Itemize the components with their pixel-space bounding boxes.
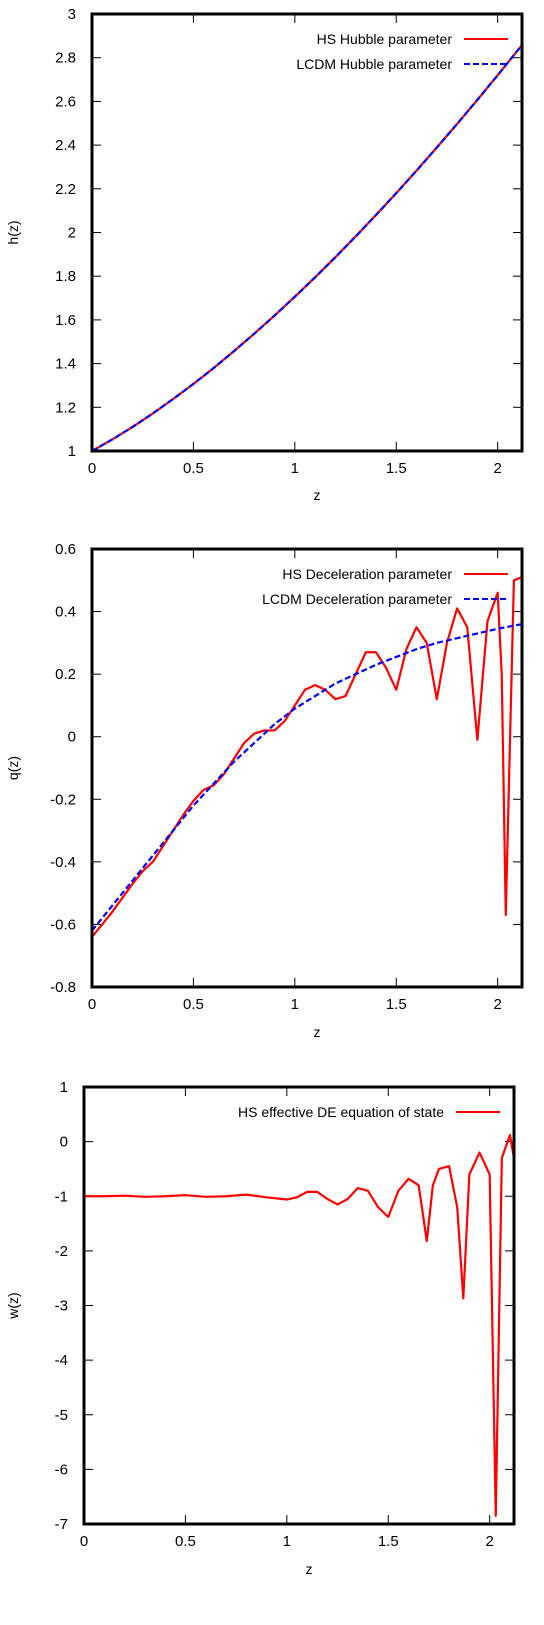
y-axis-label: q(z) — [5, 756, 21, 780]
y-tick-label: 2.8 — [55, 50, 76, 67]
y-tick-label: 2 — [68, 225, 76, 242]
x-tick-label: 2 — [493, 996, 501, 1013]
legend-label-1: HS Deceleration parameter — [282, 566, 452, 582]
y-axis-label: w(z) — [5, 1292, 21, 1319]
legend-label-2: LCDM Deceleration parameter — [262, 591, 452, 607]
y-tick-label: 3 — [68, 6, 76, 23]
y-tick-label: 2.6 — [55, 93, 76, 110]
y-tick-label: 1 — [60, 1079, 68, 1096]
series-line-1 — [84, 1133, 514, 1517]
y-tick-label: 0.4 — [55, 604, 76, 621]
y-tick-label: -2 — [55, 1243, 68, 1260]
y-tick-label: 1.8 — [55, 268, 76, 285]
legend-label-1: HS Hubble parameter — [317, 31, 453, 47]
y-tick-label: 0 — [60, 1134, 68, 1151]
x-tick-label: 1.5 — [386, 460, 407, 477]
y-tick-label: 1 — [68, 443, 76, 460]
y-tick-label: 0.6 — [55, 541, 76, 558]
y-tick-label: -0.8 — [50, 979, 76, 996]
y-tick-label: 0 — [68, 729, 76, 746]
y-tick-label: 1.6 — [55, 312, 76, 329]
x-tick-label: 2 — [485, 1533, 493, 1550]
x-axis-label: z — [314, 487, 321, 503]
legend-label-1: HS effective DE equation of state — [238, 1104, 444, 1120]
y-tick-label: -4 — [55, 1352, 68, 1369]
plot-frame — [90, 547, 524, 989]
chart-3: -7 -6 -5 -4 -3 -2 -1 0 1 0 0.5 1 1.5 2 z w(z) HS effecti… — [5, 1079, 516, 1577]
y-tick-label: 2.4 — [55, 137, 76, 154]
y-tick-label: -0.2 — [50, 791, 76, 808]
series-line-2 — [92, 44, 522, 451]
x-tick-label: 0.5 — [183, 996, 204, 1013]
x-axis-label: z — [314, 1024, 321, 1040]
series-line-1 — [92, 44, 522, 451]
chart-1: 1 1.2 1.4 1.6 1.8 2 2.2 2.4 2.6 2.8 3 0 0.5 1 1.5 2 z h(z… — [5, 6, 524, 503]
y-tick-label: 1.2 — [55, 399, 76, 416]
y-tick-label: -1 — [55, 1188, 68, 1205]
y-tick-label: -3 — [55, 1298, 68, 1315]
x-tick-label: 1.5 — [378, 1533, 399, 1550]
plot-frame — [82, 1085, 516, 1526]
y-tick-label: 2.2 — [55, 181, 76, 198]
x-tick-label: 1 — [291, 460, 299, 477]
x-tick-label: 0 — [88, 996, 96, 1013]
y-tick-label: -6 — [55, 1461, 68, 1478]
x-tick-label: 0 — [80, 1533, 88, 1550]
legend-label-2: LCDM Hubble parameter — [296, 56, 452, 72]
y-tick-label: -5 — [55, 1407, 68, 1424]
x-tick-label: 1 — [283, 1533, 291, 1550]
x-axis-label: z — [306, 1561, 313, 1577]
y-axis-label: h(z) — [5, 220, 21, 244]
series-line-1 — [92, 576, 522, 938]
plot-frame — [90, 12, 524, 453]
x-tick-label: 1 — [291, 996, 299, 1013]
y-tick-label: 0.2 — [55, 666, 76, 683]
y-tick-label: -0.4 — [50, 854, 76, 871]
chart-2: -0.8 -0.6 -0.4 -0.2 0 0.2 0.4 0.6 0 0.5 1 1.5 2 z q(z)… — [5, 541, 524, 1040]
y-tick-label: -7 — [55, 1516, 68, 1533]
x-tick-label: 2 — [493, 460, 501, 477]
x-tick-label: 0 — [88, 460, 96, 477]
series-line-2 — [92, 623, 522, 932]
y-tick-label: -0.6 — [50, 916, 76, 933]
y-tick-label: 1.4 — [55, 356, 76, 373]
x-tick-label: 1.5 — [386, 996, 407, 1013]
x-tick-label: 0.5 — [183, 460, 204, 477]
x-tick-label: 0.5 — [175, 1533, 196, 1550]
